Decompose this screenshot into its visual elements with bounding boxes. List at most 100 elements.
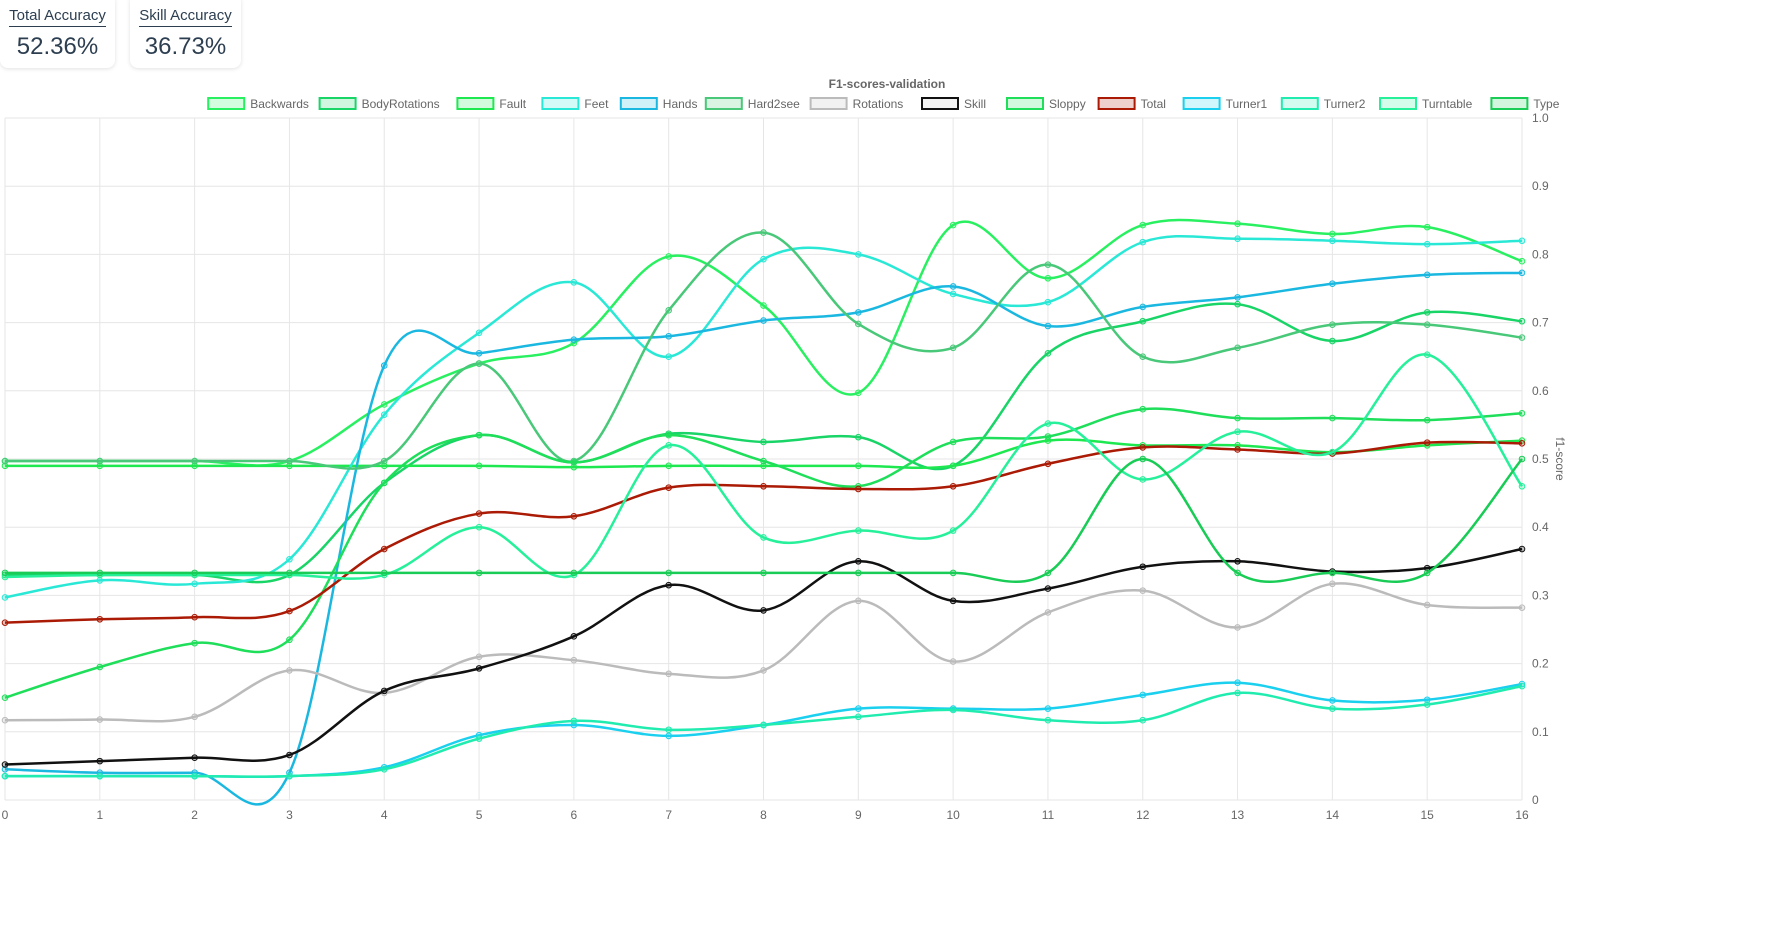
data-point (1518, 682, 1526, 690)
y-tick-label: 0.8 (1532, 247, 1549, 261)
series-line-rotations (4, 582, 1523, 723)
legend-swatch (541, 97, 580, 110)
data-point (949, 482, 957, 490)
legend-item-fault: Fault (456, 97, 527, 111)
data-point (855, 389, 862, 397)
data-point (1044, 274, 1052, 282)
data-point (380, 411, 388, 418)
legend-label: Feet (584, 97, 609, 111)
y-tick-label: 0.2 (1532, 657, 1549, 671)
data-point (380, 479, 388, 487)
total-accuracy-card: Total Accuracy 52.36% (0, 0, 115, 68)
series-feet (1, 234, 1526, 601)
series-line-skill (4, 547, 1523, 766)
data-point (1329, 321, 1336, 328)
data-point (1, 462, 9, 470)
legend-label: BodyRotations (362, 97, 440, 111)
data-point (380, 545, 388, 553)
data-point (1423, 701, 1431, 708)
x-tick-label: 2 (191, 808, 198, 822)
data-point (96, 772, 104, 780)
data-point (1518, 269, 1526, 277)
data-point (1423, 351, 1431, 358)
legend-item-turner2: Turner2 (1280, 97, 1366, 111)
data-point (1518, 237, 1526, 245)
data-point (949, 344, 957, 352)
data-point (1234, 689, 1241, 697)
data-point (570, 717, 578, 725)
x-axis-ticks: 0 1 2 3 4 5 6 7 8 9 10 11 12 13 14 15 16 (2, 808, 1529, 822)
series-line-feet (4, 234, 1523, 599)
data-point (1139, 317, 1147, 325)
legend-label: Backwards (250, 97, 309, 111)
data-point (1518, 317, 1526, 325)
x-tick-label: 1 (96, 808, 103, 822)
data-point (1, 619, 9, 626)
x-tick-label: 7 (665, 808, 672, 822)
f1-line-chart: F1-scores-validation Backwards BodyRotati… (1, 77, 1567, 822)
data-point (1234, 294, 1241, 301)
data-point (475, 523, 483, 531)
series-hands (1, 269, 1526, 806)
data-point (286, 569, 293, 577)
data-point (286, 462, 293, 470)
data-point (191, 580, 198, 588)
legend-swatch (1097, 97, 1136, 110)
x-tick-label: 9 (855, 808, 862, 822)
data-point (1329, 337, 1336, 345)
data-point (1, 694, 9, 702)
series-sloppy (1, 405, 1526, 702)
data-point (855, 462, 862, 470)
data-point (286, 667, 293, 674)
data-point (380, 462, 388, 470)
data-point (380, 401, 388, 408)
data-point (1, 772, 9, 780)
data-point (1139, 444, 1147, 451)
data-point (1234, 558, 1241, 565)
data-point (1, 594, 9, 601)
legend-swatch (704, 97, 743, 110)
data-point (1234, 679, 1241, 686)
data-point (855, 433, 862, 441)
x-tick-label: 4 (381, 808, 388, 822)
legend-label: Skill (964, 97, 986, 111)
x-tick-label: 13 (1231, 808, 1245, 822)
legend-swatch (1280, 97, 1319, 110)
series-hard2see (1, 229, 1526, 470)
data-point (1518, 334, 1526, 341)
total-accuracy-value: 52.36% (16, 33, 99, 60)
data-point (1, 569, 9, 577)
data-point (96, 569, 104, 577)
data-point (855, 705, 862, 712)
series-line-type (5, 457, 1523, 583)
data-point (1518, 410, 1526, 417)
data-point (1518, 257, 1526, 265)
data-point (570, 633, 578, 640)
data-point (286, 555, 293, 563)
series-line-bodyrotations (5, 302, 1523, 584)
legend-item-skill: Skill (921, 97, 986, 111)
data-point (1423, 309, 1431, 316)
data-point (570, 569, 578, 577)
data-point (1234, 414, 1241, 422)
x-tick-label: 12 (1136, 808, 1150, 822)
data-point (96, 577, 104, 584)
x-tick-label: 11 (1042, 808, 1055, 822)
data-point (380, 457, 388, 465)
data-point (475, 431, 483, 439)
data-point (949, 527, 957, 534)
data-point (1234, 344, 1241, 352)
skill-accuracy-value: 36.73% (144, 33, 227, 60)
legend-swatch (318, 97, 357, 110)
x-tick-label: 10 (946, 808, 960, 822)
legend-swatch (456, 97, 495, 110)
data-point (191, 457, 198, 465)
legend-label: Turntable (1422, 97, 1473, 111)
legend-label: Hands (663, 97, 698, 111)
data-point (949, 658, 957, 665)
data-point (1423, 696, 1431, 704)
data-point (949, 706, 957, 714)
data-point (760, 229, 767, 236)
data-point (665, 353, 672, 361)
data-point (380, 362, 388, 369)
